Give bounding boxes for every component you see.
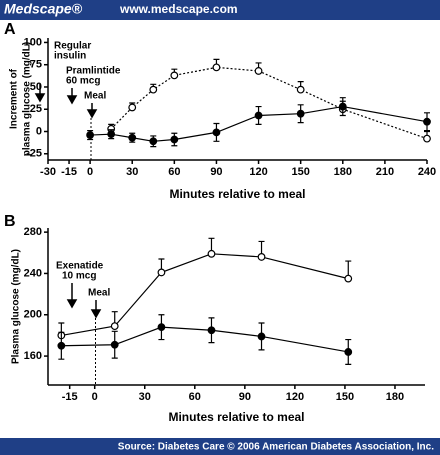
x-tick-label: 30	[139, 391, 151, 403]
x-tick-label: -15	[62, 391, 78, 403]
point	[170, 135, 179, 144]
x-tick-label: 90	[239, 391, 251, 403]
point	[207, 249, 216, 258]
y-tick-label: 280	[24, 226, 42, 238]
point	[110, 340, 119, 349]
point	[157, 268, 166, 277]
y-tick-label: 25	[30, 103, 42, 115]
annotation: 60 mcg	[66, 76, 100, 87]
x-tick-label: 60	[189, 391, 201, 403]
point	[344, 274, 353, 283]
y-tick-label: -25	[26, 148, 42, 160]
x-tick-label: 120	[249, 166, 267, 178]
x-tick-label: 180	[334, 166, 352, 178]
point	[254, 67, 263, 75]
x-tick-label: -15	[61, 166, 77, 178]
x-tick-label: 60	[168, 166, 180, 178]
point	[170, 71, 179, 80]
point	[107, 130, 116, 139]
point	[207, 326, 216, 335]
point	[254, 111, 263, 120]
y-tick-label: 100	[24, 36, 42, 48]
x-tick-label: 240	[418, 166, 436, 178]
point	[212, 63, 221, 72]
x-tick-label: 120	[286, 391, 304, 403]
y-axis-title: Plasma glucose (mg/dL)	[11, 249, 22, 364]
series-line	[61, 326, 349, 353]
annotation: Meal	[88, 288, 110, 299]
y-axis-title: Increment of	[9, 68, 20, 129]
y-tick-label: 200	[24, 309, 42, 321]
x-tick-label: -30	[40, 166, 56, 178]
point	[257, 332, 266, 341]
point	[149, 137, 158, 146]
point	[423, 134, 431, 143]
x-tick-label: 0	[87, 166, 93, 178]
x-axis-title: Minutes relative to meal	[169, 187, 305, 201]
x-axis-title: Minutes relative to meal	[168, 410, 304, 424]
footer-bar	[0, 438, 440, 455]
series-line	[110, 66, 428, 140]
annotation: Exenatide	[56, 261, 104, 272]
point	[423, 117, 431, 126]
x-tick-label: 150	[291, 166, 309, 178]
point	[128, 103, 137, 112]
arrows	[34, 84, 102, 319]
point	[149, 85, 158, 94]
y-tick-label: 0	[36, 125, 42, 137]
point	[296, 109, 305, 118]
header-bar	[0, 0, 440, 20]
url[interactable]: www.medscape.com	[119, 2, 238, 16]
annotation: insulin	[54, 51, 86, 62]
x-tick-label: 90	[210, 166, 222, 178]
y-tick-label: 50	[30, 81, 42, 93]
annotation: Pramlintide	[66, 66, 121, 77]
x-tick-label: 0	[92, 391, 98, 403]
y-tick-label: 240	[24, 267, 42, 279]
panel-label: B	[4, 213, 16, 230]
y-axis-title: plasma glucose (mg/dL)	[22, 42, 33, 156]
x-tick-label: 150	[336, 391, 354, 403]
annotation: 10 mcg	[62, 271, 96, 282]
series-line	[61, 253, 349, 337]
point	[296, 85, 305, 94]
annotation: Meal	[84, 91, 106, 102]
y-tick-label: 75	[30, 59, 42, 71]
panel-label: A	[4, 21, 16, 38]
y-tick-label: 160	[24, 350, 42, 362]
annotation: Regular	[54, 41, 91, 52]
x-tick-label: 30	[126, 166, 138, 178]
point	[110, 322, 119, 331]
point	[128, 133, 137, 142]
point	[57, 341, 66, 350]
series-line	[90, 105, 428, 142]
x-tick-label: 180	[386, 391, 404, 403]
point	[257, 253, 266, 261]
point	[338, 102, 347, 111]
point	[157, 323, 166, 332]
x-tick-label: 210	[376, 166, 394, 178]
brand: Medscape®	[4, 1, 83, 17]
point	[344, 348, 353, 356]
source: Source: Diabetes Care © 2006 American Di…	[118, 442, 434, 453]
point	[212, 128, 221, 137]
point	[86, 131, 95, 139]
